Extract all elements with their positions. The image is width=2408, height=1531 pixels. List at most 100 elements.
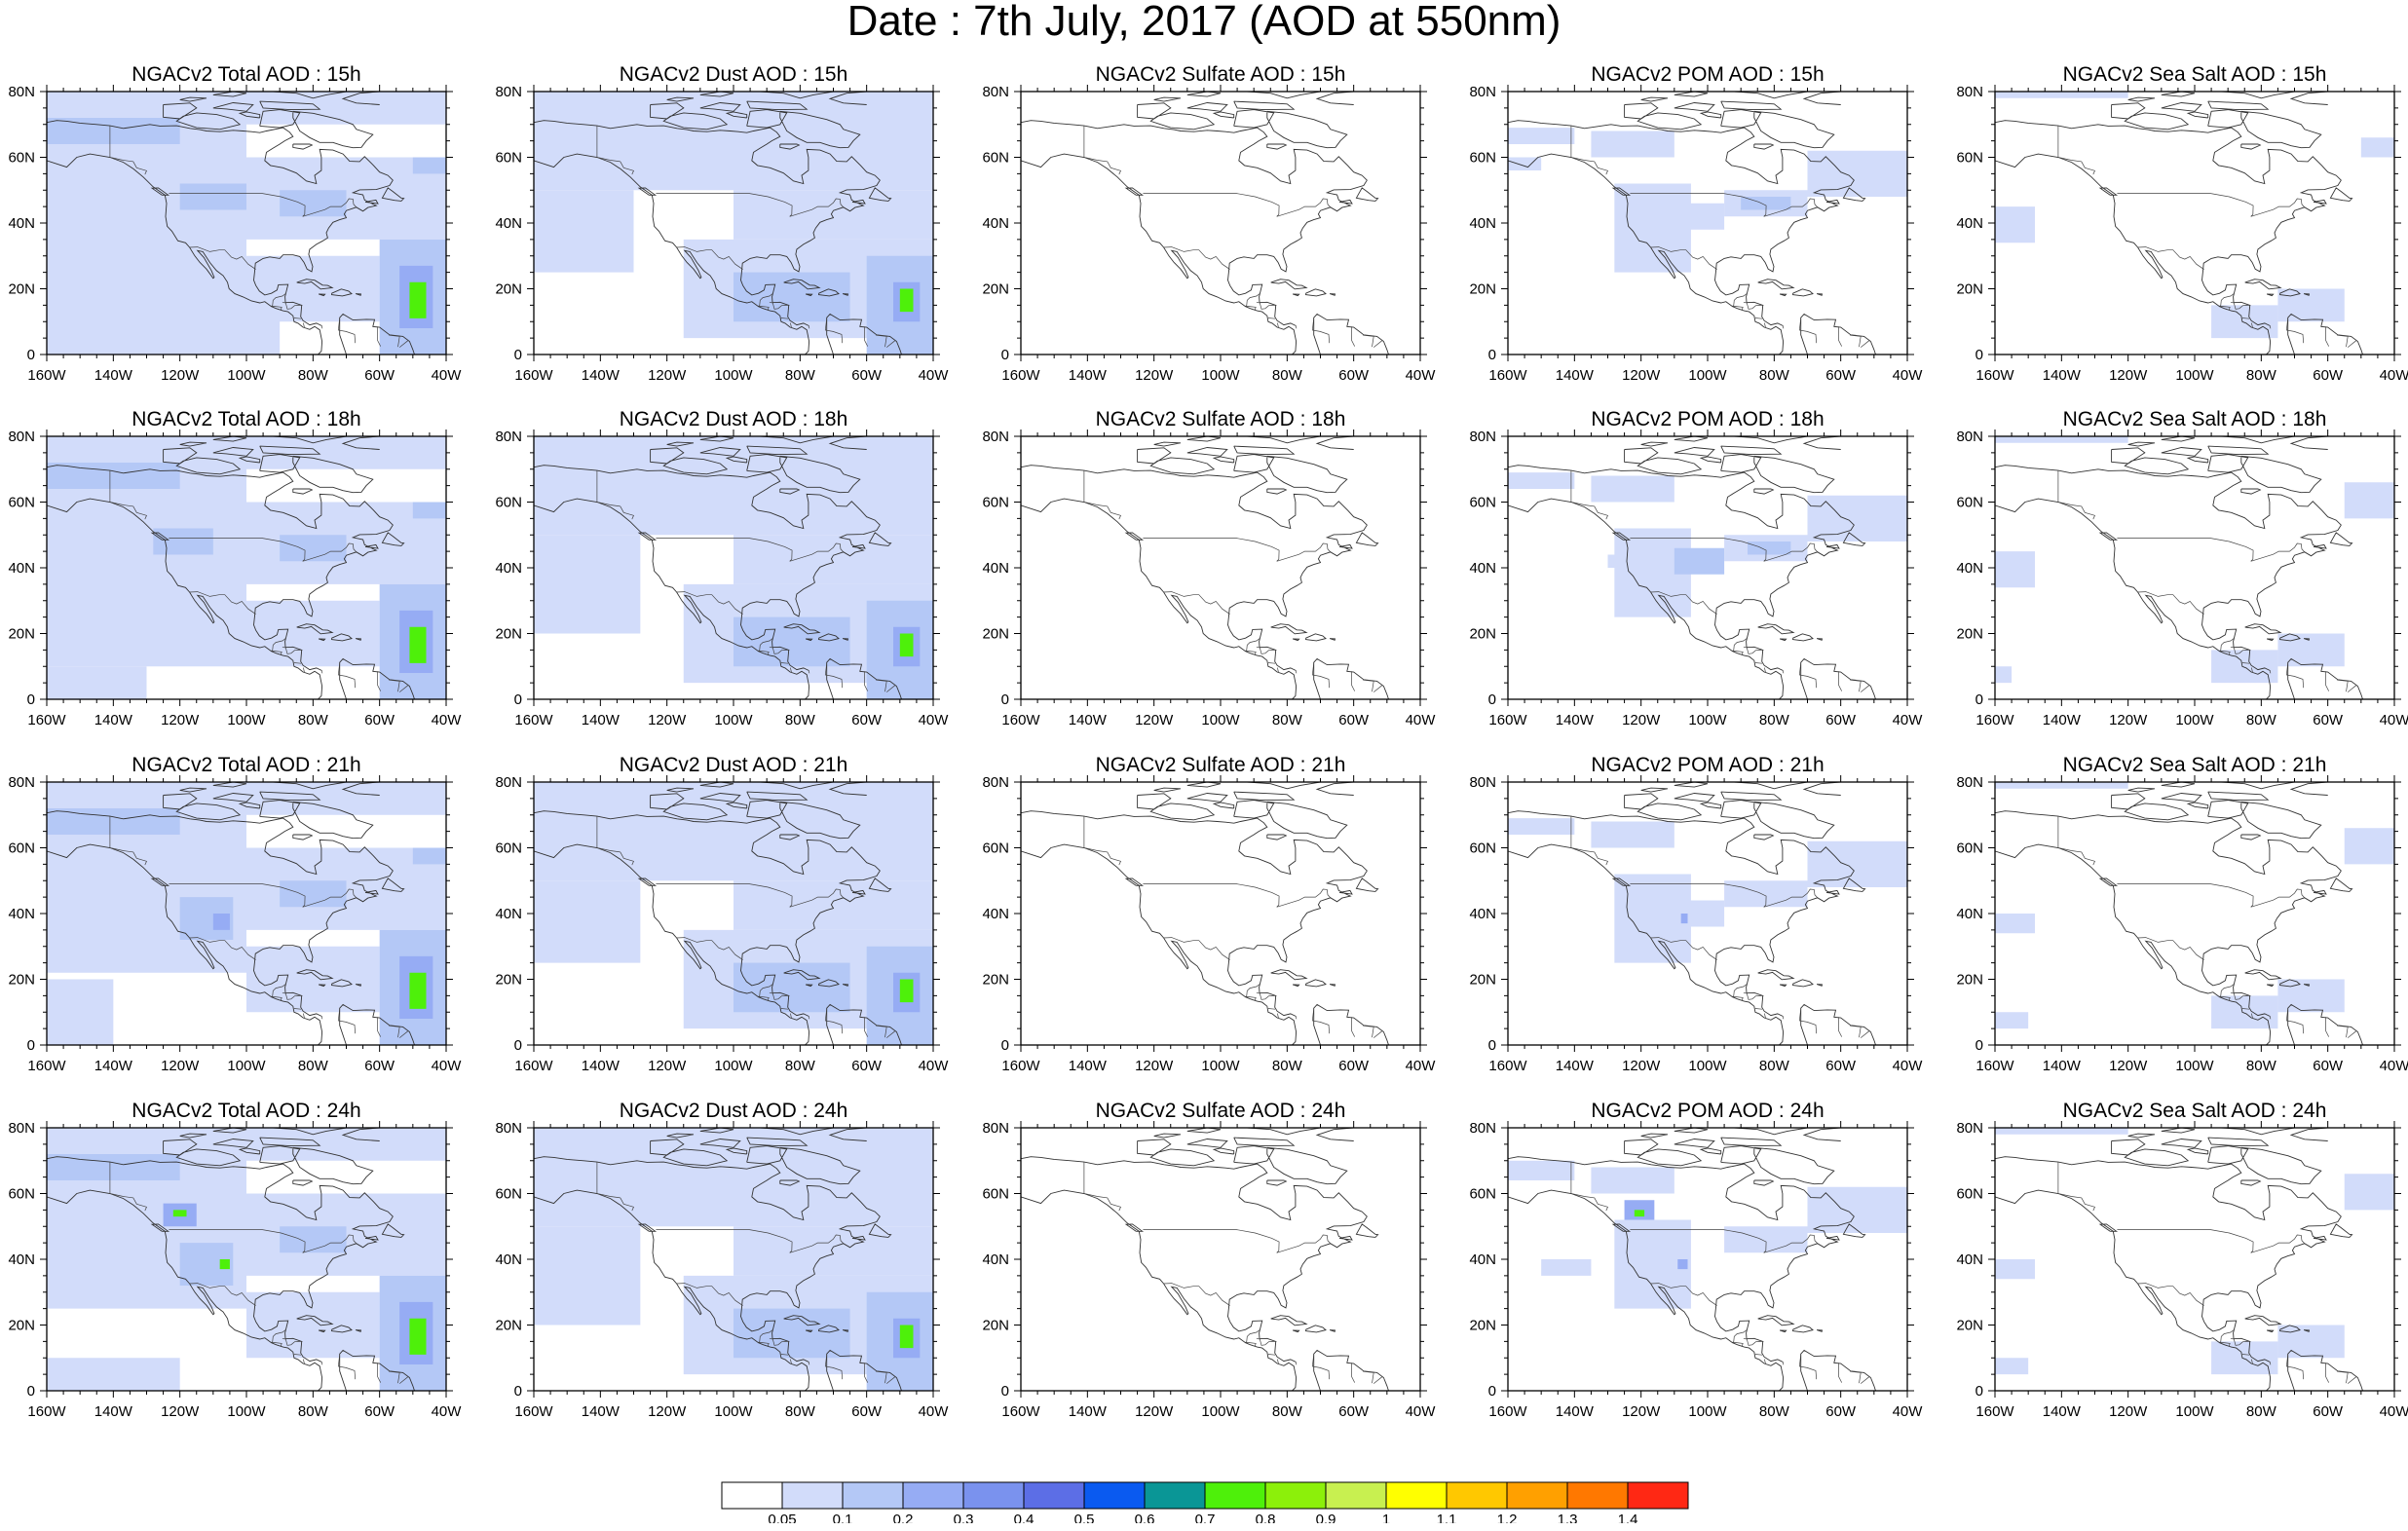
- x-tick-label: 40W: [1893, 367, 1924, 384]
- aod-cell: [219, 1259, 230, 1270]
- y-tick-label: 80N: [1956, 429, 1983, 445]
- y-tick-label: 60N: [1956, 150, 1983, 167]
- x-tick-label: 100W: [1201, 1403, 1240, 1420]
- aod-cell: [47, 1154, 180, 1180]
- x-tick-label: 100W: [714, 1058, 753, 1074]
- map-plot: 160W 140W 120W 100W 80W 60W 40W 0 20N 40N 60N 80N: [495, 774, 949, 1074]
- x-tick-label: 80W: [298, 1058, 329, 1074]
- x-tick-label: 120W: [1135, 712, 1174, 728]
- x-tick-label: 120W: [1622, 712, 1661, 728]
- country-borders: [1570, 126, 1869, 348]
- aod-field: [1995, 436, 2394, 684]
- x-tick-label: 100W: [714, 367, 753, 384]
- aod-cell: [734, 1308, 850, 1359]
- y-tick-label: 40N: [495, 215, 522, 232]
- x-tick-label: 140W: [94, 712, 133, 728]
- colorbar-box: [1446, 1481, 1508, 1510]
- map-plot: 160W 140W 120W 100W 80W 60W 40W 0 20N 40N 60N 80N: [982, 84, 1436, 384]
- panel-title: NGACv2 POM AOD : 15h: [1591, 63, 1825, 86]
- panel-title: NGACv2 Sulfate AOD : 18h: [1095, 408, 1346, 430]
- aod-cell: [534, 190, 634, 273]
- country-borders: [596, 1162, 895, 1384]
- aod-cell: [2277, 1325, 2345, 1359]
- y-tick-label: 60N: [982, 495, 1009, 511]
- country-borders: [1570, 1162, 1869, 1384]
- x-tick-label: 120W: [1135, 367, 1174, 384]
- coastline: [1995, 782, 2363, 1045]
- x-tick-label: 60W: [2313, 1403, 2344, 1420]
- panel-title: NGACv2 Sulfate AOD : 24h: [1095, 1100, 1346, 1122]
- coastline: [1508, 92, 1876, 355]
- x-tick-label: 140W: [582, 712, 621, 728]
- x-tick-label: 60W: [1338, 1058, 1370, 1074]
- x-tick-label: 40W: [919, 1403, 950, 1420]
- page-title: Date : 7th July, 2017 (AOD at 550nm): [847, 0, 1561, 45]
- aod-cell: [1508, 128, 1575, 144]
- y-tick-label: 80N: [495, 84, 522, 100]
- y-tick-label: 80N: [982, 774, 1009, 791]
- country-borders: [1083, 470, 1382, 692]
- y-tick-label: 60N: [1956, 840, 1983, 857]
- x-tick-label: 60W: [1338, 367, 1370, 384]
- y-tick-label: 0: [1001, 1037, 1009, 1054]
- y-tick-label: 80N: [1469, 429, 1496, 445]
- colorbar-label: 0.8: [1256, 1512, 1276, 1523]
- colorbar-box: [902, 1481, 964, 1510]
- country-borders: [596, 470, 895, 692]
- panel-title: NGACv2 Dust AOD : 15h: [619, 63, 848, 86]
- colorbar-box: [1566, 1481, 1629, 1510]
- y-tick-label: 40N: [495, 560, 522, 577]
- x-tick-label: 160W: [514, 1403, 553, 1420]
- aod-cell: [2211, 650, 2278, 684]
- aod-cell: [1995, 551, 2035, 588]
- x-tick-label: 140W: [2043, 1058, 2082, 1074]
- y-tick-label: 0: [1488, 347, 1496, 363]
- x-tick-label: 60W: [1338, 1403, 1370, 1420]
- x-tick-label: 100W: [1688, 1058, 1727, 1074]
- aod-cell: [2344, 1174, 2394, 1211]
- aod-field: [1508, 1160, 1907, 1309]
- aod-cell: [47, 107, 246, 355]
- y-tick-label: 40N: [982, 560, 1009, 577]
- x-tick-label: 100W: [714, 712, 753, 728]
- x-tick-label: 60W: [851, 1403, 883, 1420]
- y-tick-label: 60N: [1469, 1186, 1496, 1203]
- x-tick-label: 40W: [432, 367, 463, 384]
- aod-cell: [1591, 131, 1674, 158]
- x-tick-label: 160W: [27, 1058, 66, 1074]
- y-tick-label: 0: [1975, 691, 1983, 708]
- aod-cell: [280, 1226, 347, 1253]
- aod-cell: [534, 535, 641, 634]
- x-tick-label: 160W: [514, 367, 553, 384]
- y-tick-label: 60N: [982, 840, 1009, 857]
- y-tick-label: 40N: [1956, 1251, 1983, 1268]
- aod-field: [1508, 128, 1907, 273]
- map-panel: NGACv2 Sulfate AOD : 18h 160W 140W 120W 100W…: [974, 408, 1461, 728]
- y-tick-label: 80N: [8, 774, 35, 791]
- x-tick-label: 120W: [1622, 1403, 1661, 1420]
- x-tick-label: 80W: [785, 367, 816, 384]
- y-tick-label: 20N: [982, 1318, 1009, 1334]
- y-tick-label: 60N: [1469, 495, 1496, 511]
- aod-cell: [1674, 203, 1725, 230]
- aod-field: [1508, 472, 1907, 617]
- aod-cell: [899, 288, 914, 313]
- map-panel: NGACv2 POM AOD : 21h 160W 140W 120W 100W 80W 6…: [1461, 754, 1948, 1074]
- y-tick-label: 0: [1001, 1383, 1009, 1400]
- y-tick-label: 20N: [1956, 1318, 1983, 1334]
- x-tick-label: 120W: [161, 367, 200, 384]
- map-plot: 160W 140W 120W 100W 80W 60W 40W 0 20N 40N 60N 80N: [495, 1120, 949, 1420]
- x-tick-label: 40W: [2380, 1403, 2408, 1420]
- y-tick-label: 40N: [8, 1251, 35, 1268]
- x-tick-label: 140W: [582, 367, 621, 384]
- x-tick-label: 140W: [94, 1058, 133, 1074]
- panel-title: NGACv2 Total AOD : 21h: [132, 754, 361, 776]
- y-tick-label: 80N: [1469, 84, 1496, 100]
- x-tick-label: 140W: [1556, 1058, 1595, 1074]
- panel-title: NGACv2 POM AOD : 24h: [1591, 1100, 1825, 1122]
- x-tick-label: 160W: [27, 712, 66, 728]
- aod-cell: [734, 962, 850, 1013]
- y-tick-label: 60N: [1469, 840, 1496, 857]
- y-tick-label: 40N: [8, 906, 35, 922]
- y-tick-label: 0: [1488, 1037, 1496, 1054]
